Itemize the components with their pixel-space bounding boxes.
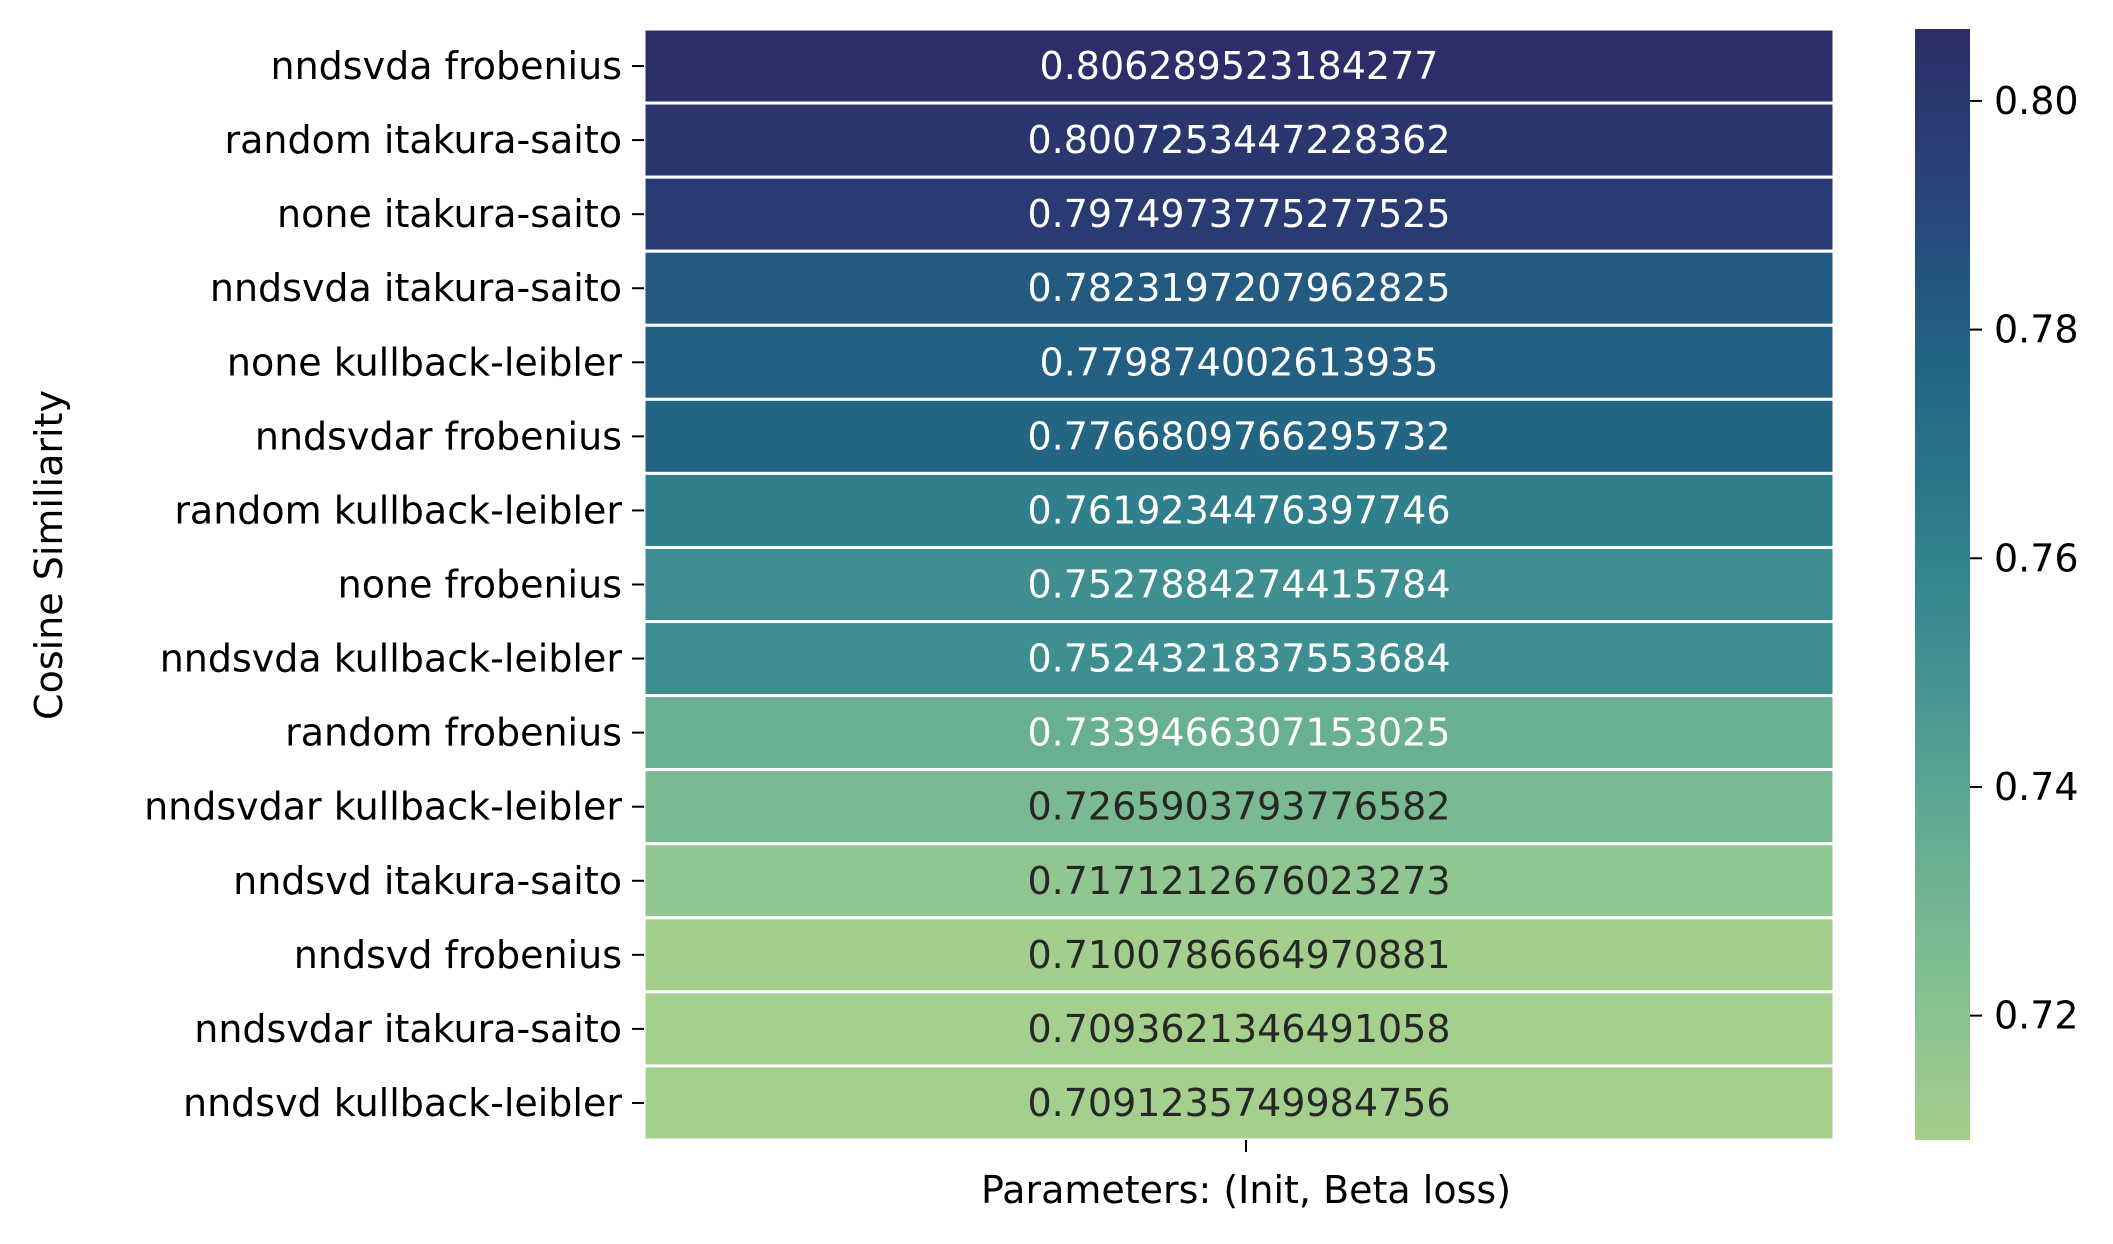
heatmap-cell (642, 990, 1836, 1068)
y-axis-label: Cosine Similiarity (27, 390, 71, 720)
row-label: nndsvdar frobenius (255, 414, 622, 458)
colorbar-tick-label: 0.80 (1994, 79, 2079, 123)
heatmap-cell (642, 1064, 1836, 1142)
heatmap-cell-value: 0.779874002613935 (1040, 340, 1439, 384)
heatmap-cell (642, 842, 1836, 920)
heatmap-cell-value: 0.7527884274415784 (1027, 563, 1450, 607)
heatmap-cell-value: 0.8007253447228362 (1027, 118, 1450, 162)
heatmap-cell-value: 0.7091235749984756 (1027, 1081, 1450, 1125)
heatmap-cell-value: 0.7100786664970881 (1027, 933, 1450, 977)
heatmap-cell-value: 0.7265903793776582 (1027, 785, 1450, 829)
row-label: none itakura-saito (277, 192, 622, 236)
row-label: nndsvd frobenius (294, 933, 622, 977)
x-axis: Parameters: (Init, Beta loss) (981, 1140, 1511, 1212)
row-label: nndsvd itakura-saito (233, 859, 622, 903)
heatmap-cell (642, 694, 1836, 772)
colorbar-gradient (1915, 29, 1970, 1140)
row-label: none frobenius (338, 563, 622, 607)
row-label: nndsvda frobenius (271, 44, 623, 88)
heatmap-cell (642, 249, 1836, 327)
row-label: nndsvda kullback-leibler (160, 637, 623, 681)
heatmap-cell (642, 175, 1836, 253)
colorbar-tick-label: 0.76 (1994, 536, 2079, 580)
heatmap-cell-value: 0.7619234476397746 (1027, 488, 1450, 532)
heatmap-cell-labels: 0.806289523184277 0.8007253447228362 0.797… (1027, 44, 1450, 1125)
row-label: random frobenius (285, 711, 622, 755)
heatmap-cell-value: 0.7171212676023273 (1027, 859, 1450, 903)
row-label: nndsvda itakura-saito (210, 266, 622, 310)
colorbar-tick-label: 0.74 (1994, 765, 2079, 809)
heatmap-cell-value: 0.7339466307153025 (1027, 711, 1450, 755)
row-label: nndsvd kullback-leibler (183, 1081, 622, 1125)
row-labels: nndsvda frobenius random itakura-saito non… (144, 44, 644, 1125)
heatmap-cell-value: 0.7093621346491058 (1027, 1007, 1450, 1051)
row-label: random kullback-leibler (174, 488, 622, 532)
row-label: nndsvdar kullback-leibler (144, 785, 622, 829)
heatmap-cell-value: 0.7823197207962825 (1027, 266, 1450, 310)
heatmap-cell-value: 0.7766809766295732 (1027, 414, 1450, 458)
row-label: none kullback-leibler (227, 340, 622, 384)
colorbar: 0.72 0.74 0.76 0.78 0.80 (1915, 29, 2079, 1140)
heatmap-cell-value: 0.7974973775277525 (1027, 192, 1450, 236)
heatmap-cell (642, 768, 1836, 846)
heatmap-cell-value: 0.7524321837553684 (1027, 637, 1450, 681)
heatmap-cells (642, 27, 1836, 1142)
colorbar-tick-label: 0.78 (1994, 308, 2079, 352)
heatmap-cell (642, 101, 1836, 179)
x-axis-label: Parameters: (Init, Beta loss) (981, 1168, 1511, 1212)
colorbar-ticks: 0.72 0.74 0.76 0.78 0.80 (1970, 79, 2079, 1038)
heatmap-cell (642, 27, 1836, 105)
row-label: random itakura-saito (224, 118, 622, 162)
row-label: nndsvdar itakura-saito (194, 1007, 622, 1051)
heatmap-cell-value: 0.806289523184277 (1040, 44, 1439, 88)
colorbar-tick-label: 0.72 (1994, 994, 2079, 1038)
